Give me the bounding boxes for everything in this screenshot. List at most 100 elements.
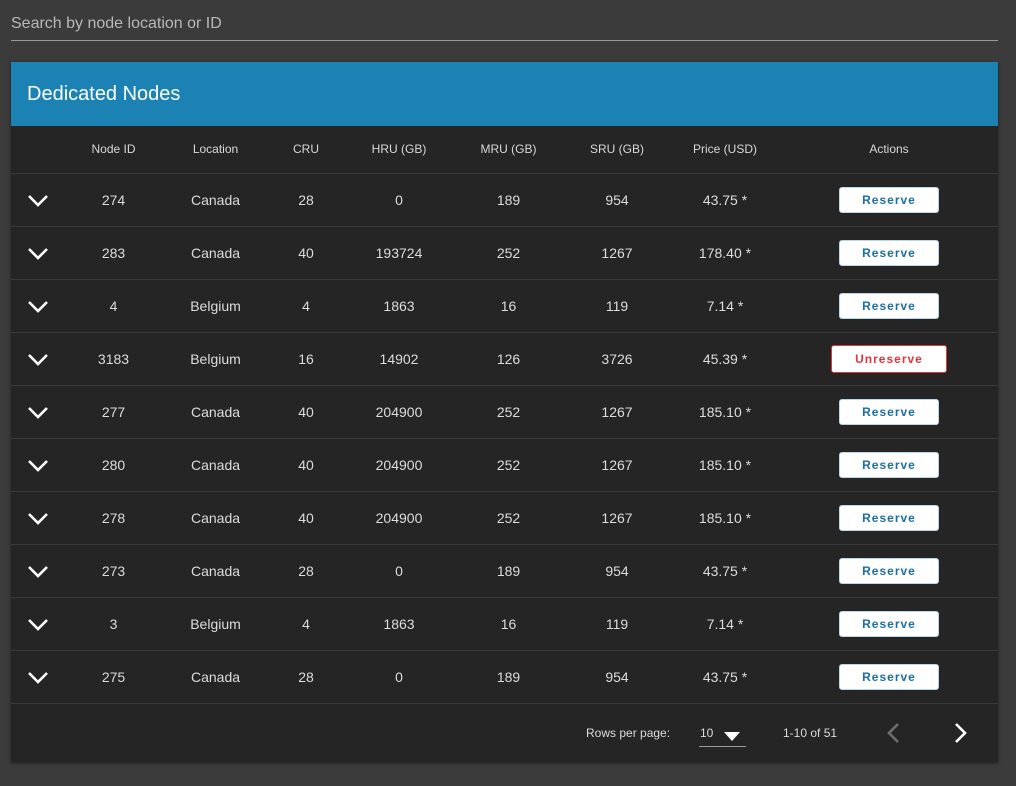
table-row: 3 Belgium 4 1863 16 119 7.14 * Reserve xyxy=(11,597,998,651)
cell-hru: 14902 xyxy=(345,332,453,386)
reserve-button[interactable]: Reserve xyxy=(839,398,939,425)
table-row: 280 Canada 40 204900 252 1267 185.10 * Reserve xyxy=(11,438,998,492)
expand-row-chevron-down-icon[interactable] xyxy=(26,453,50,477)
rows-per-page-select[interactable]: 10 xyxy=(699,720,746,747)
header-location[interactable]: Location xyxy=(164,126,267,174)
expand-row-chevron-down-icon[interactable] xyxy=(26,294,50,318)
reserve-button[interactable]: Reserve xyxy=(839,557,939,584)
dedicated-nodes-card: Dedicated Nodes Node ID Location CRU HRU… xyxy=(11,62,998,762)
chevron-right-icon xyxy=(955,723,967,743)
cell-node-id: 278 xyxy=(63,491,164,545)
cell-cru: 40 xyxy=(267,491,345,545)
expand-row-chevron-down-icon[interactable] xyxy=(26,506,50,530)
reserve-button[interactable]: Reserve xyxy=(839,186,939,213)
cell-hru: 193724 xyxy=(345,226,453,280)
cell-location: Canada xyxy=(164,226,267,280)
cell-hru: 0 xyxy=(345,173,453,227)
table-row: 283 Canada 40 193724 252 1267 178.40 * Reserve xyxy=(11,226,998,280)
expand-row-chevron-down-icon[interactable] xyxy=(26,400,50,424)
actions-cell: Reserve xyxy=(780,173,998,227)
expand-row-chevron-down-icon[interactable] xyxy=(26,188,50,212)
cell-sru: 1267 xyxy=(564,226,670,280)
cell-sru: 1267 xyxy=(564,385,670,439)
cell-sru: 1267 xyxy=(564,491,670,545)
cell-mru: 252 xyxy=(453,491,564,545)
reserve-button[interactable]: Reserve xyxy=(839,663,939,690)
expand-row-chevron-down-icon[interactable] xyxy=(26,559,50,583)
cell-location: Canada xyxy=(164,173,267,227)
cell-sru: 954 xyxy=(564,650,670,704)
table-row: 4 Belgium 4 1863 16 119 7.14 * Reserve xyxy=(11,279,998,333)
cell-location: Canada xyxy=(164,650,267,704)
cell-cru: 16 xyxy=(267,332,345,386)
cell-sru: 954 xyxy=(564,544,670,598)
reserve-button[interactable]: Reserve xyxy=(839,292,939,319)
table-row: 278 Canada 40 204900 252 1267 185.10 * Reserve xyxy=(11,491,998,545)
cell-mru: 189 xyxy=(453,544,564,598)
expand-cell xyxy=(11,332,63,386)
header-price[interactable]: Price (USD) xyxy=(670,126,780,174)
cell-hru: 204900 xyxy=(345,491,453,545)
reserve-button[interactable]: Reserve xyxy=(839,504,939,531)
cell-hru: 0 xyxy=(345,650,453,704)
actions-cell: Reserve xyxy=(780,385,998,439)
cell-mru: 189 xyxy=(453,650,564,704)
cell-hru: 204900 xyxy=(345,438,453,492)
card-title: Dedicated Nodes xyxy=(11,62,998,126)
previous-page-button[interactable] xyxy=(879,718,909,748)
expand-row-chevron-down-icon[interactable] xyxy=(26,347,50,371)
table-row: 275 Canada 28 0 189 954 43.75 * Reserve xyxy=(11,650,998,704)
cell-sru: 119 xyxy=(564,597,670,651)
table-row: 273 Canada 28 0 189 954 43.75 * Reserve xyxy=(11,544,998,598)
expand-row-chevron-down-icon[interactable] xyxy=(26,612,50,636)
cell-cru: 40 xyxy=(267,385,345,439)
cell-cru: 28 xyxy=(267,544,345,598)
expand-cell xyxy=(11,279,63,333)
cell-node-id: 283 xyxy=(63,226,164,280)
cell-mru: 16 xyxy=(453,597,564,651)
cell-location: Belgium xyxy=(164,279,267,333)
cell-hru: 1863 xyxy=(345,279,453,333)
cell-sru: 1267 xyxy=(564,438,670,492)
expand-cell xyxy=(11,650,63,704)
cell-node-id: 273 xyxy=(63,544,164,598)
header-cru[interactable]: CRU xyxy=(267,126,345,174)
reserve-button[interactable]: Reserve xyxy=(839,451,939,478)
actions-cell: Reserve xyxy=(780,650,998,704)
expand-row-chevron-down-icon[interactable] xyxy=(26,241,50,265)
reserve-button[interactable]: Reserve xyxy=(839,239,939,266)
cell-price: 43.75 * xyxy=(670,650,780,704)
cell-node-id: 3 xyxy=(63,597,164,651)
cell-node-id: 275 xyxy=(63,650,164,704)
reserve-button[interactable]: Reserve xyxy=(839,610,939,637)
cell-location: Canada xyxy=(164,438,267,492)
cell-sru: 119 xyxy=(564,279,670,333)
header-sru[interactable]: SRU (GB) xyxy=(564,126,670,174)
cell-price: 185.10 * xyxy=(670,491,780,545)
actions-cell: Reserve xyxy=(780,226,998,280)
nodes-table: Node ID Location CRU HRU (GB) MRU (GB) S… xyxy=(11,126,998,704)
search-input[interactable] xyxy=(11,12,998,36)
cell-location: Canada xyxy=(164,544,267,598)
cell-mru: 189 xyxy=(453,173,564,227)
header-mru[interactable]: MRU (GB) xyxy=(453,126,564,174)
expand-cell xyxy=(11,438,63,492)
cell-price: 185.10 * xyxy=(670,438,780,492)
cell-cru: 40 xyxy=(267,438,345,492)
cell-mru: 252 xyxy=(453,226,564,280)
header-expand xyxy=(11,126,63,174)
expand-cell xyxy=(11,385,63,439)
caret-down-icon xyxy=(724,729,740,747)
header-node-id[interactable]: Node ID xyxy=(63,126,164,174)
cell-cru: 4 xyxy=(267,279,345,333)
expand-row-chevron-down-icon[interactable] xyxy=(26,665,50,689)
expand-cell xyxy=(11,544,63,598)
cell-location: Belgium xyxy=(164,332,267,386)
table-row: 274 Canada 28 0 189 954 43.75 * Reserve xyxy=(11,173,998,227)
next-page-button[interactable] xyxy=(945,718,975,748)
actions-cell: Reserve xyxy=(780,491,998,545)
search-field[interactable] xyxy=(11,8,998,41)
unreserve-button[interactable]: Unreserve xyxy=(831,344,947,373)
cell-hru: 0 xyxy=(345,544,453,598)
header-hru[interactable]: HRU (GB) xyxy=(345,126,453,174)
